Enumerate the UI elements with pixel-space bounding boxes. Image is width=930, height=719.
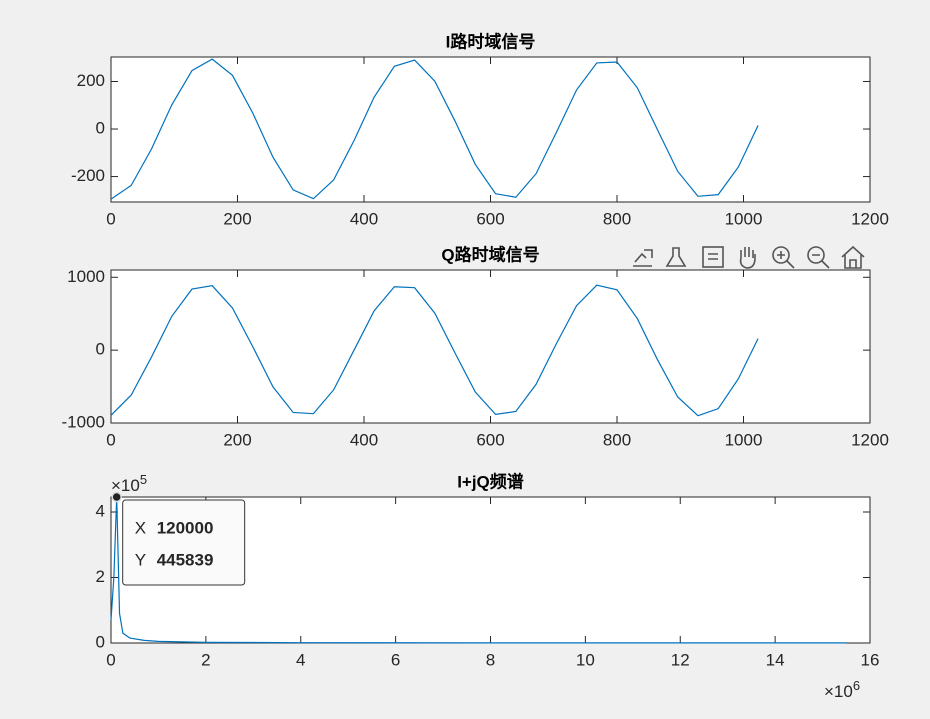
chart-title: Q路时域信号	[441, 244, 539, 264]
x-tick-label: 6	[391, 650, 400, 669]
y-tick-label: 2	[96, 567, 105, 586]
pan-icon[interactable]	[739, 247, 756, 269]
x-tick-label: 1000	[725, 430, 763, 449]
x-tick-label: 8	[486, 650, 495, 669]
plot-area	[110, 56, 871, 203]
y-tick-label: -200	[71, 166, 105, 185]
x-tick-label: 400	[350, 430, 378, 449]
series-line	[110, 58, 759, 200]
x-tick-label: 1200	[851, 430, 889, 449]
exponent-power: 6	[853, 678, 860, 693]
y-exponent: ×105	[111, 472, 147, 495]
y-tick-label: 4	[96, 501, 105, 520]
x-tick-label: 0	[106, 650, 115, 669]
y-tick-label: 0	[96, 340, 105, 359]
brush-icon[interactable]	[665, 247, 687, 267]
x-tick-label: 2	[201, 650, 210, 669]
exponent-base: ×10	[824, 682, 853, 701]
zoom-in-icon[interactable]	[772, 246, 795, 269]
x-tick-label: 400	[350, 209, 378, 228]
x-tick-label: 200	[223, 430, 251, 449]
chart-title: I路时域信号	[446, 31, 536, 51]
datatip[interactable]: X 120000 Y 445839	[111, 491, 246, 586]
y-tick-label: 0	[96, 119, 105, 138]
y-tick-label: 200	[77, 71, 105, 90]
x-tick-label: 0	[106, 209, 115, 228]
datatip-box	[122, 499, 246, 586]
y-tick-label: 1000	[67, 267, 105, 286]
datatip-marker	[111, 491, 122, 503]
y-tick-label: 0	[96, 632, 105, 651]
x-tick-label: 600	[476, 430, 504, 449]
y-tick-label: -1000	[62, 412, 105, 431]
chart-title: I+jQ频谱	[457, 471, 524, 491]
datatip-icon[interactable]	[702, 246, 724, 268]
zoom-out-icon[interactable]	[807, 246, 830, 269]
x-tick-label: 1000	[725, 209, 763, 228]
x-tick-label: 4	[296, 650, 305, 669]
datatip-x-label: X	[135, 518, 146, 537]
exponent-power: 5	[140, 472, 147, 487]
home-icon[interactable]	[841, 245, 865, 269]
plot-area	[110, 269, 871, 424]
axes-toolbar[interactable]	[633, 245, 865, 269]
axes: I路时域信号 0 200 400 600 800 1000 1200 -200 0 200	[71, 31, 889, 228]
x-tick-label: 800	[603, 430, 631, 449]
x-tick-label: 12	[671, 650, 690, 669]
x-tick-label: 10	[576, 650, 595, 669]
series-line	[110, 284, 759, 417]
datatip-x-value: 120000	[157, 518, 214, 537]
datatip-y-label: Y	[135, 550, 146, 569]
datatip-y-value: 445839	[157, 550, 214, 569]
x-tick-label: 600	[476, 209, 504, 228]
x-tick-label: 800	[603, 209, 631, 228]
x-tick-label: 200	[223, 209, 251, 228]
exponent-base: ×10	[111, 476, 140, 495]
x-exponent: ×106	[824, 678, 860, 701]
x-tick-label: 16	[861, 650, 880, 669]
x-tick-label: 1200	[851, 209, 889, 228]
export-icon[interactable]	[633, 249, 653, 267]
x-tick-label: 14	[766, 650, 785, 669]
x-tick-label: 0	[106, 430, 115, 449]
